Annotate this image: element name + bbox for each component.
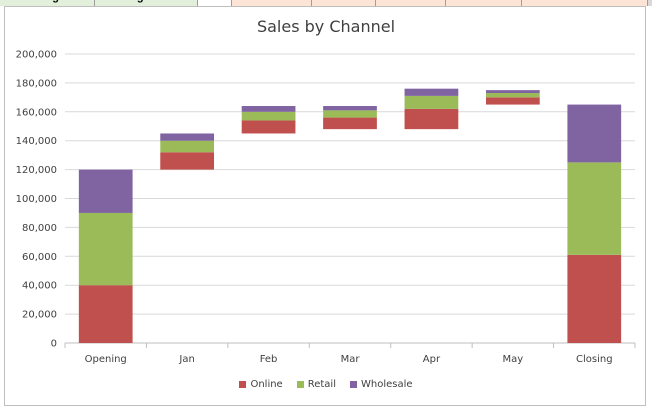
y-tick-label: 0: [51, 339, 57, 350]
bar-segment-retail: [160, 140, 215, 153]
bar-segment-wholesale: [323, 106, 377, 111]
y-tick-label: 160,000: [16, 107, 57, 118]
y-tick-label: 140,000: [16, 136, 57, 147]
bar-segment-online: [241, 120, 296, 134]
header-cell[interactable]: Wholesale: [522, 0, 648, 6]
bar-segment-wholesale: [485, 90, 540, 94]
x-tick-label: Closing: [576, 354, 613, 365]
bar-segment-online: [485, 97, 540, 105]
chart-title: Sales by Channel: [256, 17, 396, 36]
header-cell[interactable]: [198, 0, 232, 6]
header-cell[interactable]: Net Change: [0, 0, 95, 6]
header-cell-label: Retail: [450, 0, 480, 3]
legend-item: Retail: [296, 379, 336, 390]
header-cell-label: Running Total: [99, 0, 172, 3]
y-tick-label: 80,000: [22, 223, 57, 234]
bar-segment-retail: [323, 110, 377, 118]
legend-label: Wholesale: [360, 379, 413, 390]
x-tick-label: Jan: [178, 354, 194, 365]
bar-segment-retail: [78, 212, 133, 286]
header-cell-label: Label: [236, 0, 265, 3]
bar-segment-retail: [485, 93, 540, 98]
y-tick-label: 100,000: [16, 194, 57, 205]
bar-segment-wholesale: [241, 106, 296, 112]
bar-segment-wholesale: [160, 133, 215, 141]
bar-segment-online: [160, 152, 215, 170]
legend-item: Wholesale: [349, 379, 413, 390]
bar-segment-retail: [241, 111, 296, 121]
y-tick-label: 180,000: [16, 78, 57, 89]
y-tick-label: 40,000: [22, 281, 57, 292]
chart-area[interactable]: Sales by Channel 0 20,000 40,000 60,000 80,0…: [4, 6, 646, 406]
y-tick-label: 60,000: [22, 252, 57, 263]
bar-segment-online: [404, 108, 459, 130]
legend-swatch: [296, 381, 304, 388]
y-tick-label: 120,000: [16, 165, 57, 176]
bar-segment-retail: [404, 95, 459, 109]
header-cell[interactable]: Online: [376, 0, 446, 6]
bar-segment-retail: [567, 162, 622, 255]
header-cell[interactable]: Base: [312, 0, 376, 6]
header-cell-label: Net Change: [4, 0, 65, 3]
legend: Online Retail Wholesale: [5, 379, 647, 390]
header-cell[interactable]: Running Total: [95, 0, 198, 6]
x-tick-label: Mar: [341, 354, 361, 365]
bar-segment-wholesale: [404, 88, 459, 96]
legend-item: Online: [239, 379, 283, 390]
bar-segment-wholesale: [78, 169, 133, 213]
x-tick-label: Feb: [260, 354, 278, 365]
legend-label: Retail: [307, 379, 336, 390]
bar-segment-wholesale: [567, 104, 622, 163]
legend-swatch: [239, 381, 247, 388]
x-tick-label: May: [503, 354, 524, 365]
y-tick-label: 20,000: [22, 310, 57, 321]
legend-swatch: [349, 381, 357, 388]
plot-area: 0 20,000 40,000 60,000 80,000 100,000 120,000 1…: [16, 50, 636, 365]
x-tick-label: Opening: [85, 354, 127, 365]
header-cell-label: Online: [380, 0, 414, 3]
legend-label: Online: [250, 379, 283, 390]
header-cell[interactable]: Retail: [446, 0, 522, 6]
header-cell[interactable]: Label: [232, 0, 312, 6]
header-cell-label: Wholesale: [526, 0, 580, 3]
page-edge: [646, 6, 652, 412]
bar-segment-online: [567, 254, 622, 343]
y-tick-label: 200,000: [16, 50, 57, 61]
x-tick-label: Apr: [423, 354, 441, 365]
header-cell-label: Base: [316, 0, 342, 3]
spreadsheet-header-strip: Net Change Running Total Label Base Online Re…: [0, 0, 652, 6]
bar-segment-online: [323, 117, 377, 130]
bar-segment-online: [78, 285, 133, 343]
